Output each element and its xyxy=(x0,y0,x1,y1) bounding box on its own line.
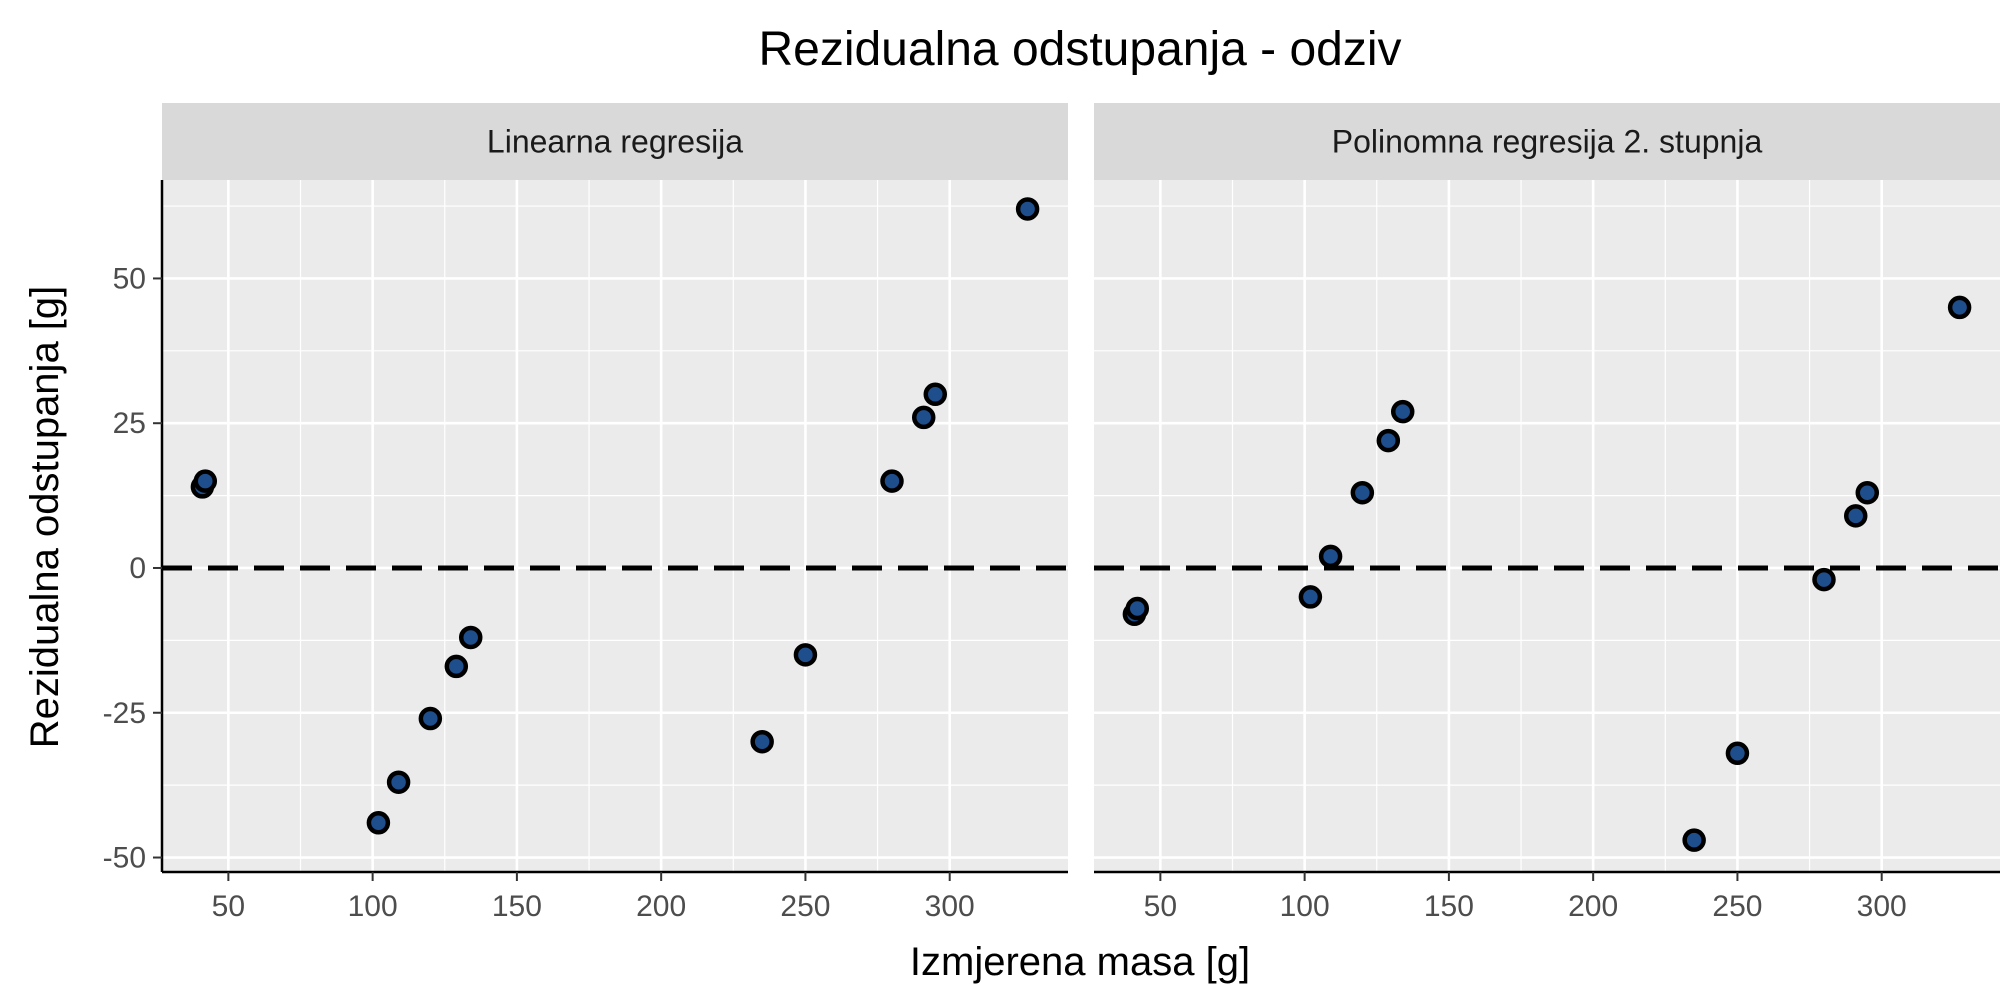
data-point xyxy=(793,643,818,667)
facet-label: Polinomna regresija 2. stupnja xyxy=(1332,124,1763,160)
facet-strip xyxy=(1094,103,2000,180)
data-point xyxy=(1015,197,1040,221)
y-tick-label: 0 xyxy=(129,552,146,585)
data-point xyxy=(1125,596,1150,621)
data-point xyxy=(1725,741,1750,766)
data-point xyxy=(1947,295,1972,320)
data-point xyxy=(1350,480,1375,505)
x-tick-label: 100 xyxy=(348,890,398,923)
y-tick-label: 25 xyxy=(113,407,146,440)
x-tick-label: 250 xyxy=(780,890,830,923)
y-axis-title: Rezidualna odstupanja [g] xyxy=(23,286,67,749)
y-tick-label: -50 xyxy=(103,842,146,875)
x-axis-title: Izmjerena masa [g] xyxy=(910,940,1250,984)
panel-background xyxy=(1094,180,2000,872)
facet-strip xyxy=(162,103,1068,180)
data-point xyxy=(1318,544,1343,569)
data-point xyxy=(1390,399,1415,424)
data-point xyxy=(1682,828,1706,852)
data-point xyxy=(193,469,218,493)
x-tick-label: 50 xyxy=(1144,890,1177,923)
x-tick-label: 100 xyxy=(1280,890,1330,923)
x-tick-label: 150 xyxy=(1424,890,1474,923)
data-point xyxy=(1812,567,1836,592)
data-point xyxy=(911,405,936,430)
x-tick-label: 150 xyxy=(492,890,542,923)
panel-background xyxy=(162,180,1068,872)
data-point xyxy=(1376,428,1401,453)
data-point xyxy=(880,469,904,493)
data-point xyxy=(923,382,948,407)
facet-label: Linearna regresija xyxy=(487,124,743,160)
data-point xyxy=(386,770,411,794)
data-point xyxy=(1855,480,1880,505)
data-point xyxy=(1298,585,1323,609)
data-point xyxy=(418,706,443,731)
x-tick-label: 250 xyxy=(1712,890,1762,923)
x-tick-label: 200 xyxy=(636,890,686,923)
x-tick-label: 300 xyxy=(1857,890,1907,923)
panel-2: Polinomna regresija 2. stupnja 50 100 150 20… xyxy=(1094,103,2000,923)
y-tick-label: 50 xyxy=(113,262,146,295)
x-tick-label: 300 xyxy=(925,890,975,923)
data-point xyxy=(366,811,391,835)
data-point xyxy=(1843,504,1868,528)
x-tick-label: 200 xyxy=(1568,890,1618,923)
y-tick-label: -25 xyxy=(103,697,146,730)
data-point xyxy=(750,729,774,754)
data-point xyxy=(458,625,483,650)
x-tick-label: 50 xyxy=(212,890,245,923)
data-point xyxy=(444,654,469,679)
chart-title: Rezidualna odstupanja - odziv xyxy=(758,23,1401,76)
